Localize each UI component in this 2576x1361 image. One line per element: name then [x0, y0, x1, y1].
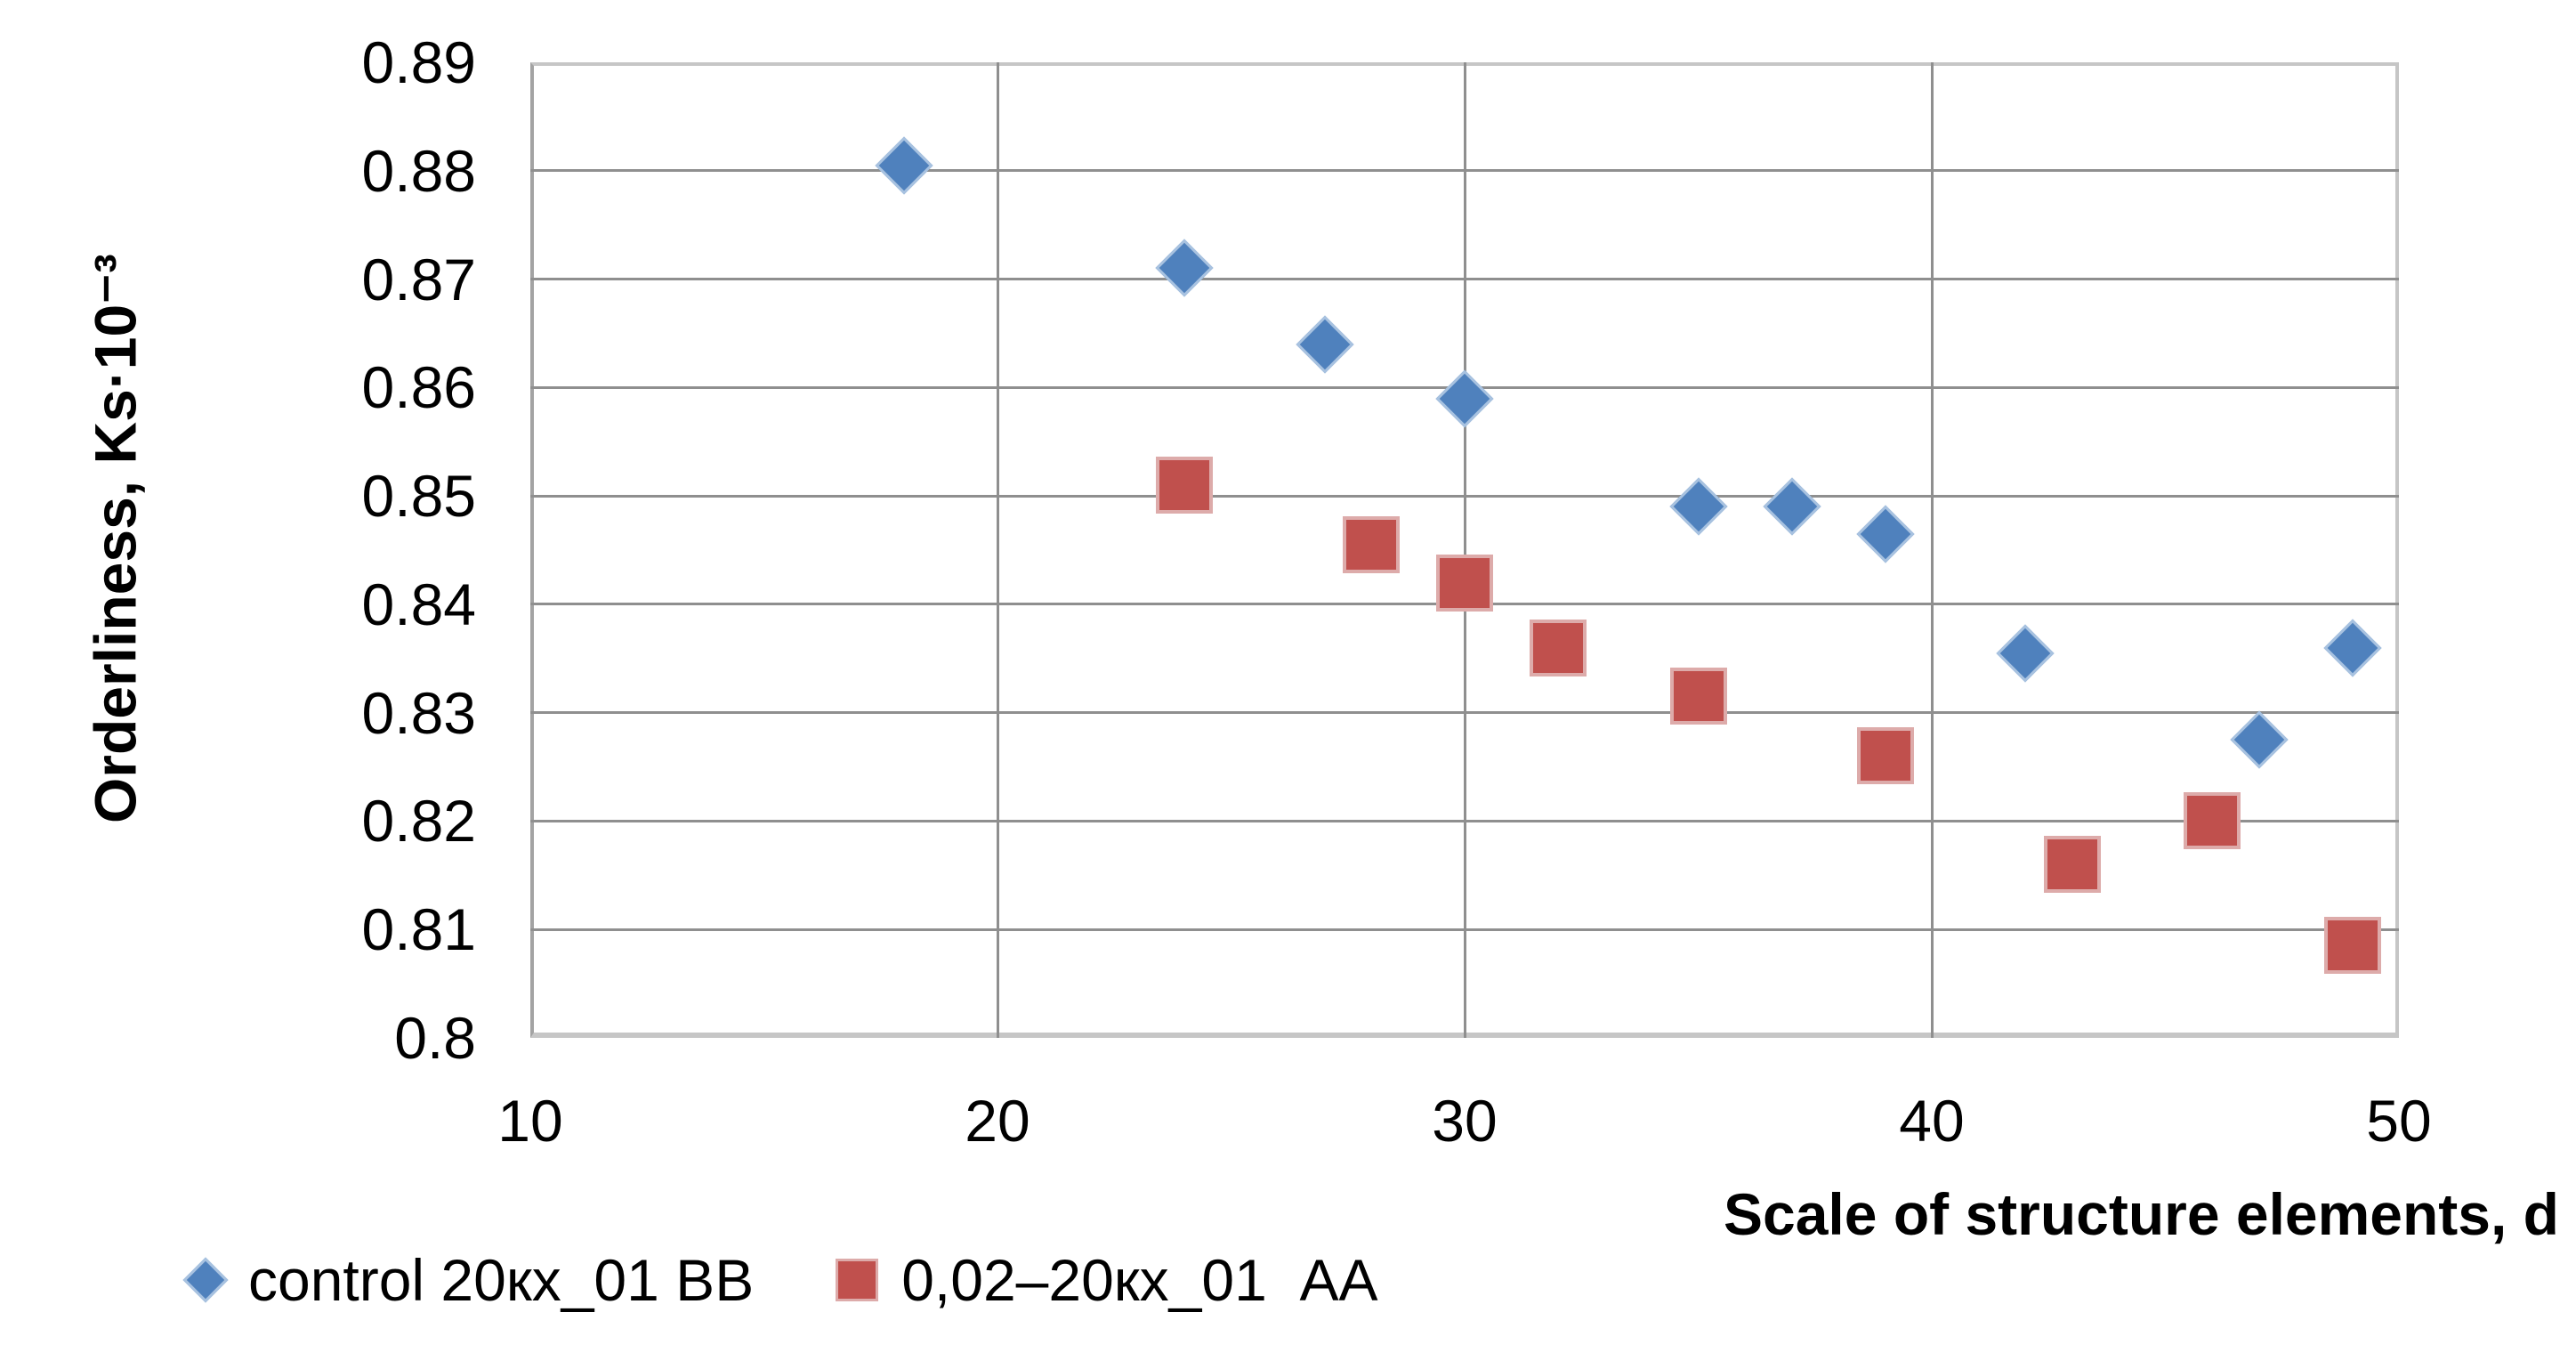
x-tick-label: 10: [497, 1088, 563, 1154]
y-tick-label: 0.86: [361, 354, 476, 421]
legend-item-treated: 0,02–20кх_01 AA: [836, 1244, 1378, 1316]
data-point-square: [2043, 836, 2101, 894]
data-point-square: [1669, 668, 1727, 725]
x-tick-label: 50: [2366, 1088, 2432, 1154]
y-tick-label: 0.82: [361, 788, 476, 855]
y-tick-label: 0.89: [361, 29, 476, 95]
data-point-square: [2323, 917, 2381, 975]
x-axis-title: Scale of structure elements, d: [1724, 1181, 2559, 1247]
y-tick-label: 0.83: [361, 679, 476, 746]
x-tick-label: 20: [965, 1088, 1030, 1154]
legend: control 20кх_01 BB 0,02–20кх_01 AA: [182, 1244, 1378, 1316]
legend-item-control: control 20кх_01 BB: [182, 1244, 754, 1316]
red-square-marker-icon: [836, 1259, 879, 1301]
data-point-square: [1530, 619, 1587, 676]
y-tick-label: 0.84: [361, 571, 476, 637]
legend-label-treated: 0,02–20кх_01 AA: [901, 1247, 1378, 1313]
legend-label-control: control 20кх_01 BB: [248, 1247, 755, 1313]
y-axis-title: Orderliness, Ks·10⁻³: [82, 253, 149, 824]
blue-diamond-marker-icon: [182, 1257, 229, 1303]
y-tick-label: 0.81: [361, 896, 476, 963]
x-tick-label: 30: [1432, 1088, 1498, 1154]
x-gridline: [1463, 62, 1466, 1038]
x-gridline: [1930, 62, 1934, 1038]
y-tick-label: 0.85: [361, 463, 476, 530]
x-gridline: [996, 62, 999, 1038]
data-point-square: [1436, 554, 1493, 612]
y-tick-label: 0.88: [361, 137, 476, 204]
y-tick-label: 0.8: [394, 1005, 476, 1071]
x-tick-label: 40: [1899, 1088, 1965, 1154]
data-point-square: [1343, 515, 1400, 573]
data-point-square: [2184, 792, 2241, 850]
y-tick-label: 0.87: [361, 246, 476, 312]
data-point-square: [1156, 456, 1213, 514]
data-point-square: [1856, 727, 1914, 785]
